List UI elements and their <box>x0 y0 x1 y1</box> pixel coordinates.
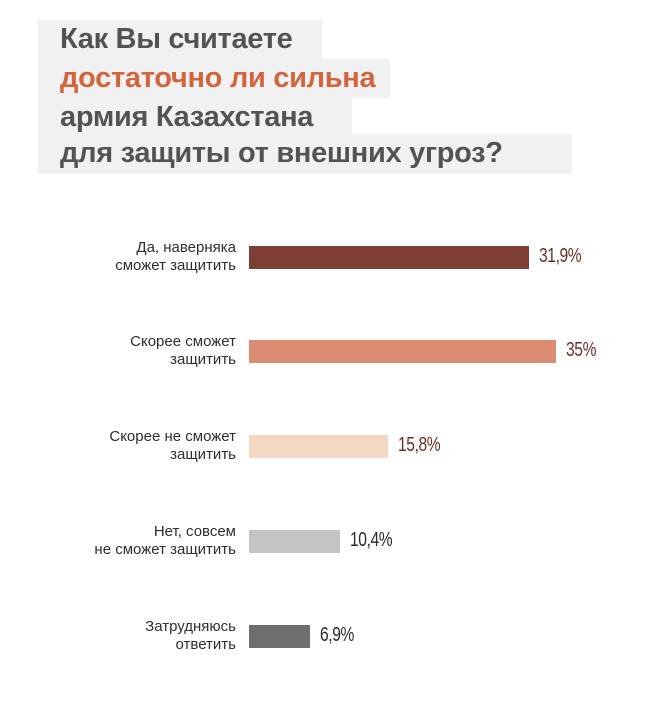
title-line-1: Как Вы считаете <box>38 20 322 59</box>
bar <box>249 435 388 458</box>
value-label: 10,4% <box>350 529 393 551</box>
category-label-line: защитить <box>170 351 236 368</box>
value-label: 35% <box>565 339 596 361</box>
bar <box>249 340 556 363</box>
category-label: Затрудняюсь ответить <box>16 618 236 654</box>
category-label: Да, наверняка сможет защитить <box>16 239 236 275</box>
bar <box>249 530 341 553</box>
category-label-line: ответить <box>175 636 236 653</box>
bar <box>249 246 529 269</box>
bar <box>249 625 310 648</box>
category-label: Нет, совсем не сможет защитить <box>16 523 236 559</box>
category-label-line: Да, наверняка <box>136 239 236 256</box>
category-label: Скорее не сможет защитить <box>16 428 236 464</box>
value-label: 15,8% <box>397 434 441 456</box>
category-label-line: Скорее не сможет <box>109 428 236 445</box>
title-line-4: для защиты от внешних угроз? <box>38 134 572 174</box>
title-line-3: армия Казахстана <box>38 98 352 137</box>
category-label-line: сможет защитить <box>115 257 236 274</box>
value-label: 6,9% <box>319 624 354 646</box>
value-label: 31,9% <box>538 245 582 267</box>
category-label-line: не сможет защитить <box>94 541 236 558</box>
category-label-line: Скорее сможет <box>130 333 236 350</box>
category-label-line: Затрудняюсь <box>145 618 236 635</box>
title-line-2: достаточно ли сильна <box>38 59 390 98</box>
category-label-line: Нет, совсем <box>153 523 236 540</box>
category-label: Скорее сможет защитить <box>16 333 236 369</box>
category-label-line: защитить <box>170 446 236 463</box>
